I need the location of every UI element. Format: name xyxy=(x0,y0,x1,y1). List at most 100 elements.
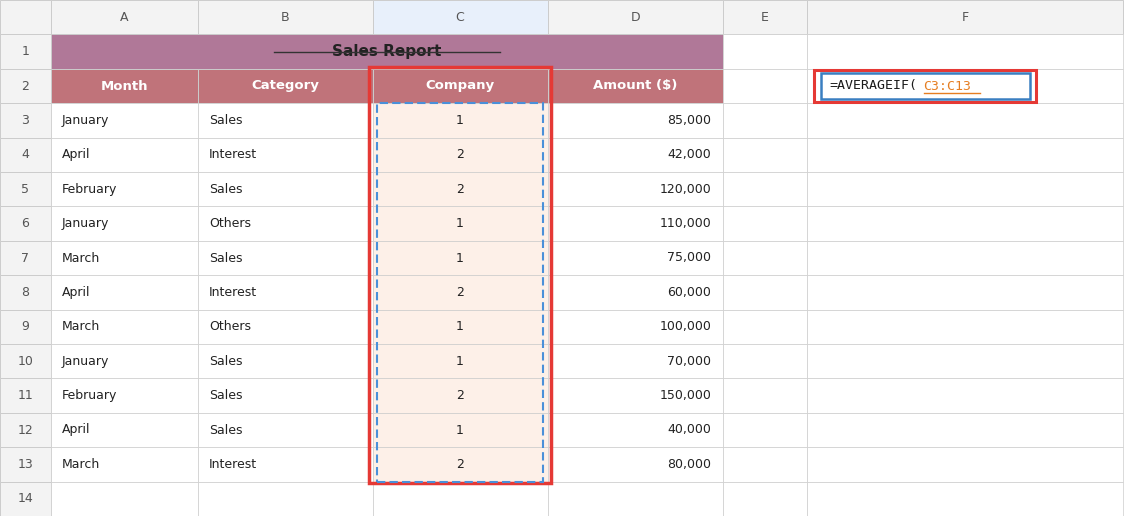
Text: 100,000: 100,000 xyxy=(659,320,711,333)
Bar xyxy=(373,69,548,103)
Bar xyxy=(0,344,51,378)
Text: 2: 2 xyxy=(21,79,29,92)
Text: January: January xyxy=(62,114,110,127)
Bar xyxy=(548,206,723,241)
Bar xyxy=(0,138,51,172)
Bar xyxy=(0,241,51,275)
Bar xyxy=(198,413,373,447)
Text: April: April xyxy=(62,424,90,437)
Bar xyxy=(0,103,51,138)
Bar xyxy=(548,241,723,275)
Text: 4: 4 xyxy=(21,148,29,162)
Bar xyxy=(373,413,548,447)
Bar xyxy=(723,344,807,378)
Bar xyxy=(807,69,1123,103)
Bar xyxy=(0,35,51,69)
Bar xyxy=(0,378,51,413)
Bar xyxy=(0,0,51,35)
Bar xyxy=(548,275,723,310)
Bar xyxy=(373,447,548,481)
Bar xyxy=(723,447,807,481)
Bar xyxy=(373,310,548,344)
Bar xyxy=(373,138,548,172)
Bar xyxy=(548,138,723,172)
Bar xyxy=(548,413,723,447)
Bar xyxy=(548,481,723,516)
Bar xyxy=(51,447,198,481)
Text: Interest: Interest xyxy=(209,148,257,162)
Text: April: April xyxy=(62,286,90,299)
Bar xyxy=(51,103,198,138)
Bar xyxy=(198,481,373,516)
Bar xyxy=(723,241,807,275)
Bar xyxy=(548,69,723,103)
Bar xyxy=(51,241,198,275)
Text: 12: 12 xyxy=(18,424,33,437)
Text: 1: 1 xyxy=(456,217,464,230)
Bar xyxy=(198,172,373,206)
Bar xyxy=(373,172,548,206)
Bar xyxy=(0,413,51,447)
Text: March: March xyxy=(62,458,100,471)
Text: 2: 2 xyxy=(456,458,464,471)
Bar xyxy=(51,35,723,69)
Text: B: B xyxy=(281,11,289,24)
Text: 13: 13 xyxy=(18,458,33,471)
Text: April: April xyxy=(62,148,90,162)
Bar xyxy=(807,241,1123,275)
Text: Sales: Sales xyxy=(209,424,243,437)
Text: 1: 1 xyxy=(456,424,464,437)
Text: Sales: Sales xyxy=(209,114,243,127)
Text: 1: 1 xyxy=(456,354,464,368)
Text: 9: 9 xyxy=(21,320,29,333)
Text: 14: 14 xyxy=(18,492,33,505)
Bar xyxy=(548,172,723,206)
Bar xyxy=(51,206,198,241)
Text: Sales Report: Sales Report xyxy=(332,44,441,59)
Bar xyxy=(723,103,807,138)
Text: D: D xyxy=(630,11,640,24)
Bar xyxy=(198,310,373,344)
Text: 10: 10 xyxy=(17,354,34,368)
Bar xyxy=(807,413,1123,447)
Bar xyxy=(0,172,51,206)
Bar xyxy=(723,378,807,413)
Bar xyxy=(51,413,198,447)
Bar xyxy=(373,378,548,413)
Bar xyxy=(548,310,723,344)
Bar xyxy=(51,275,198,310)
Text: Interest: Interest xyxy=(209,458,257,471)
Bar xyxy=(51,69,198,103)
Text: 5: 5 xyxy=(21,183,29,196)
Bar xyxy=(198,69,373,103)
Bar xyxy=(198,447,373,481)
Bar xyxy=(807,138,1123,172)
Bar xyxy=(807,0,1123,35)
Text: 60,000: 60,000 xyxy=(667,286,711,299)
Text: 1: 1 xyxy=(456,114,464,127)
Bar xyxy=(373,241,548,275)
Bar xyxy=(548,344,723,378)
Bar xyxy=(807,275,1123,310)
Text: 70,000: 70,000 xyxy=(667,354,711,368)
Text: 11: 11 xyxy=(18,389,33,402)
Bar xyxy=(198,206,373,241)
Bar xyxy=(0,206,51,241)
Bar xyxy=(807,103,1123,138)
Bar xyxy=(0,69,51,103)
Bar xyxy=(807,481,1123,516)
Bar xyxy=(51,0,198,35)
Bar xyxy=(198,241,373,275)
Bar xyxy=(198,378,373,413)
Bar xyxy=(51,481,198,516)
Bar xyxy=(807,206,1123,241)
Bar xyxy=(723,413,807,447)
Bar xyxy=(373,103,548,138)
Text: C3:C13: C3:C13 xyxy=(924,79,972,92)
Bar xyxy=(51,138,198,172)
Text: 75,000: 75,000 xyxy=(667,251,711,265)
Text: 40,000: 40,000 xyxy=(667,424,711,437)
Bar xyxy=(548,378,723,413)
Bar xyxy=(51,310,198,344)
Bar xyxy=(723,310,807,344)
